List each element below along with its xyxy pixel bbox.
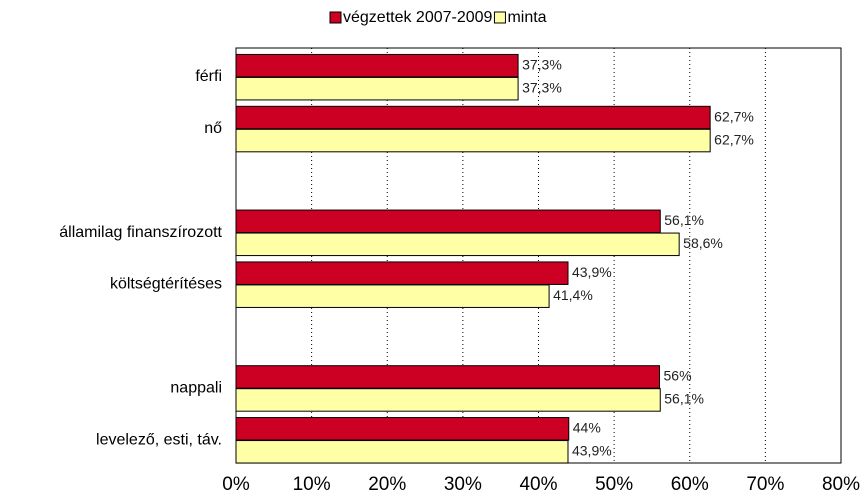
- x-tick-label: 80%: [822, 474, 860, 495]
- value-label: 43,9%: [572, 443, 612, 459]
- legend-label: végzettek 2007-2009: [343, 9, 493, 26]
- x-tick-label: 10%: [293, 474, 331, 495]
- bar: [235, 440, 569, 464]
- bar: [235, 388, 661, 412]
- legend-swatch: [493, 11, 506, 24]
- value-label: 56,1%: [664, 391, 704, 407]
- value-label: 56,1%: [664, 212, 704, 228]
- bar: [235, 105, 711, 130]
- plot-border: [235, 47, 842, 464]
- legend-swatch: [329, 11, 342, 24]
- bar: [235, 261, 569, 285]
- value-label: 43,9%: [572, 264, 612, 280]
- bar: [235, 417, 570, 441]
- x-tick-label: 50%: [595, 474, 633, 495]
- bar: [235, 209, 661, 234]
- value-label: 37,3%: [522, 56, 562, 72]
- value-label: 62,7%: [714, 131, 754, 147]
- bar: [235, 53, 519, 78]
- x-tick-label: 40%: [519, 474, 557, 495]
- category-label: nő: [204, 120, 222, 137]
- category-label: levelező, esti, táv.: [96, 431, 222, 448]
- x-tick-label: 20%: [368, 474, 406, 495]
- category-label: férfi: [195, 68, 222, 85]
- value-label: 62,7%: [714, 108, 754, 124]
- bar: [235, 76, 519, 101]
- bar: [235, 365, 660, 389]
- value-label: 44%: [573, 420, 601, 436]
- x-tick-label: 30%: [444, 474, 482, 495]
- value-label: 58,6%: [683, 235, 723, 251]
- value-label: 37,3%: [522, 79, 562, 95]
- x-tick-label: 70%: [746, 474, 784, 495]
- category-label: költségtérítéses: [110, 276, 222, 293]
- category-label: államilag finanszírozott: [59, 224, 222, 241]
- category-label: nappali: [170, 379, 222, 396]
- value-label: 56%: [664, 368, 692, 384]
- x-tick-label: 60%: [671, 474, 709, 495]
- value-label: 41,4%: [553, 287, 593, 303]
- legend-label: minta: [507, 9, 546, 26]
- bar: [235, 284, 550, 308]
- bar: [235, 232, 680, 257]
- x-tick-label: 0%: [222, 474, 250, 495]
- bar: [235, 128, 711, 153]
